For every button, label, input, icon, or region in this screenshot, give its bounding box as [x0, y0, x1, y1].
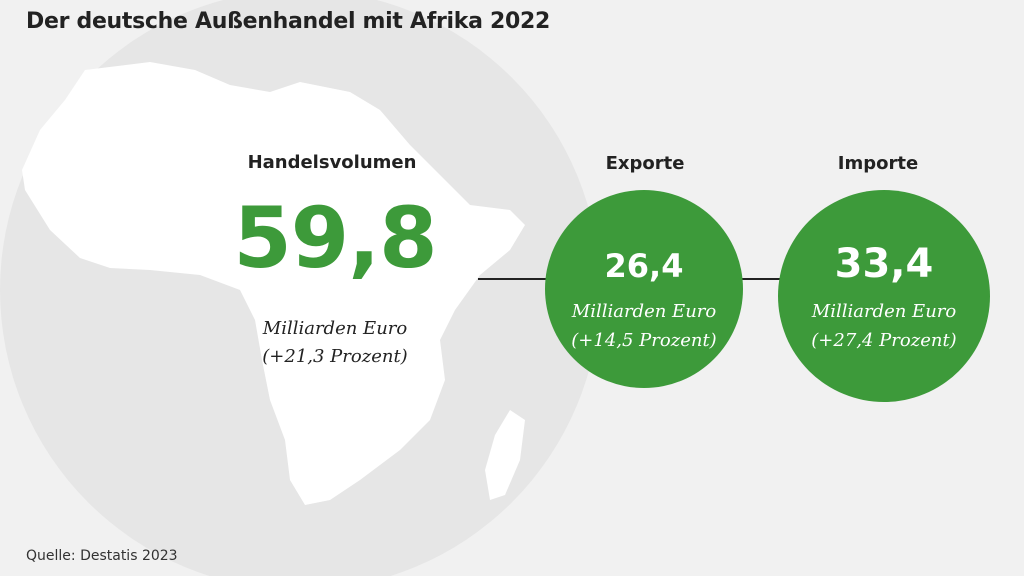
source-note: Quelle: Destatis 2023 — [26, 548, 178, 564]
exports-value: 26,4 — [604, 247, 684, 285]
page-title: Der deutsche Außenhandel mit Afrika 2022 — [26, 9, 551, 34]
imports-value: 33,4 — [834, 241, 934, 287]
madagascar-shape — [485, 410, 525, 500]
volume-value: 59,8 — [233, 189, 437, 287]
imports-circle — [778, 190, 990, 402]
connector-line — [740, 278, 780, 280]
volume-change-label: (+21,3 Prozent) — [262, 346, 408, 367]
africa-map-shape — [22, 62, 525, 505]
exports-circle — [545, 190, 743, 388]
exports-change-label: (+14,5 Prozent) — [571, 330, 717, 351]
imports-unit-label: Milliarden Euro — [811, 301, 957, 322]
exports-unit-label: Milliarden Euro — [571, 301, 717, 322]
volume-heading: Handelsvolumen — [247, 152, 417, 173]
imports-change-label: (+27,4 Prozent) — [811, 330, 957, 351]
connector-line — [478, 278, 548, 280]
imports-heading: Importe — [837, 153, 919, 174]
exports-heading: Exporte — [605, 153, 685, 174]
volume-unit-label: Milliarden Euro — [262, 318, 408, 339]
